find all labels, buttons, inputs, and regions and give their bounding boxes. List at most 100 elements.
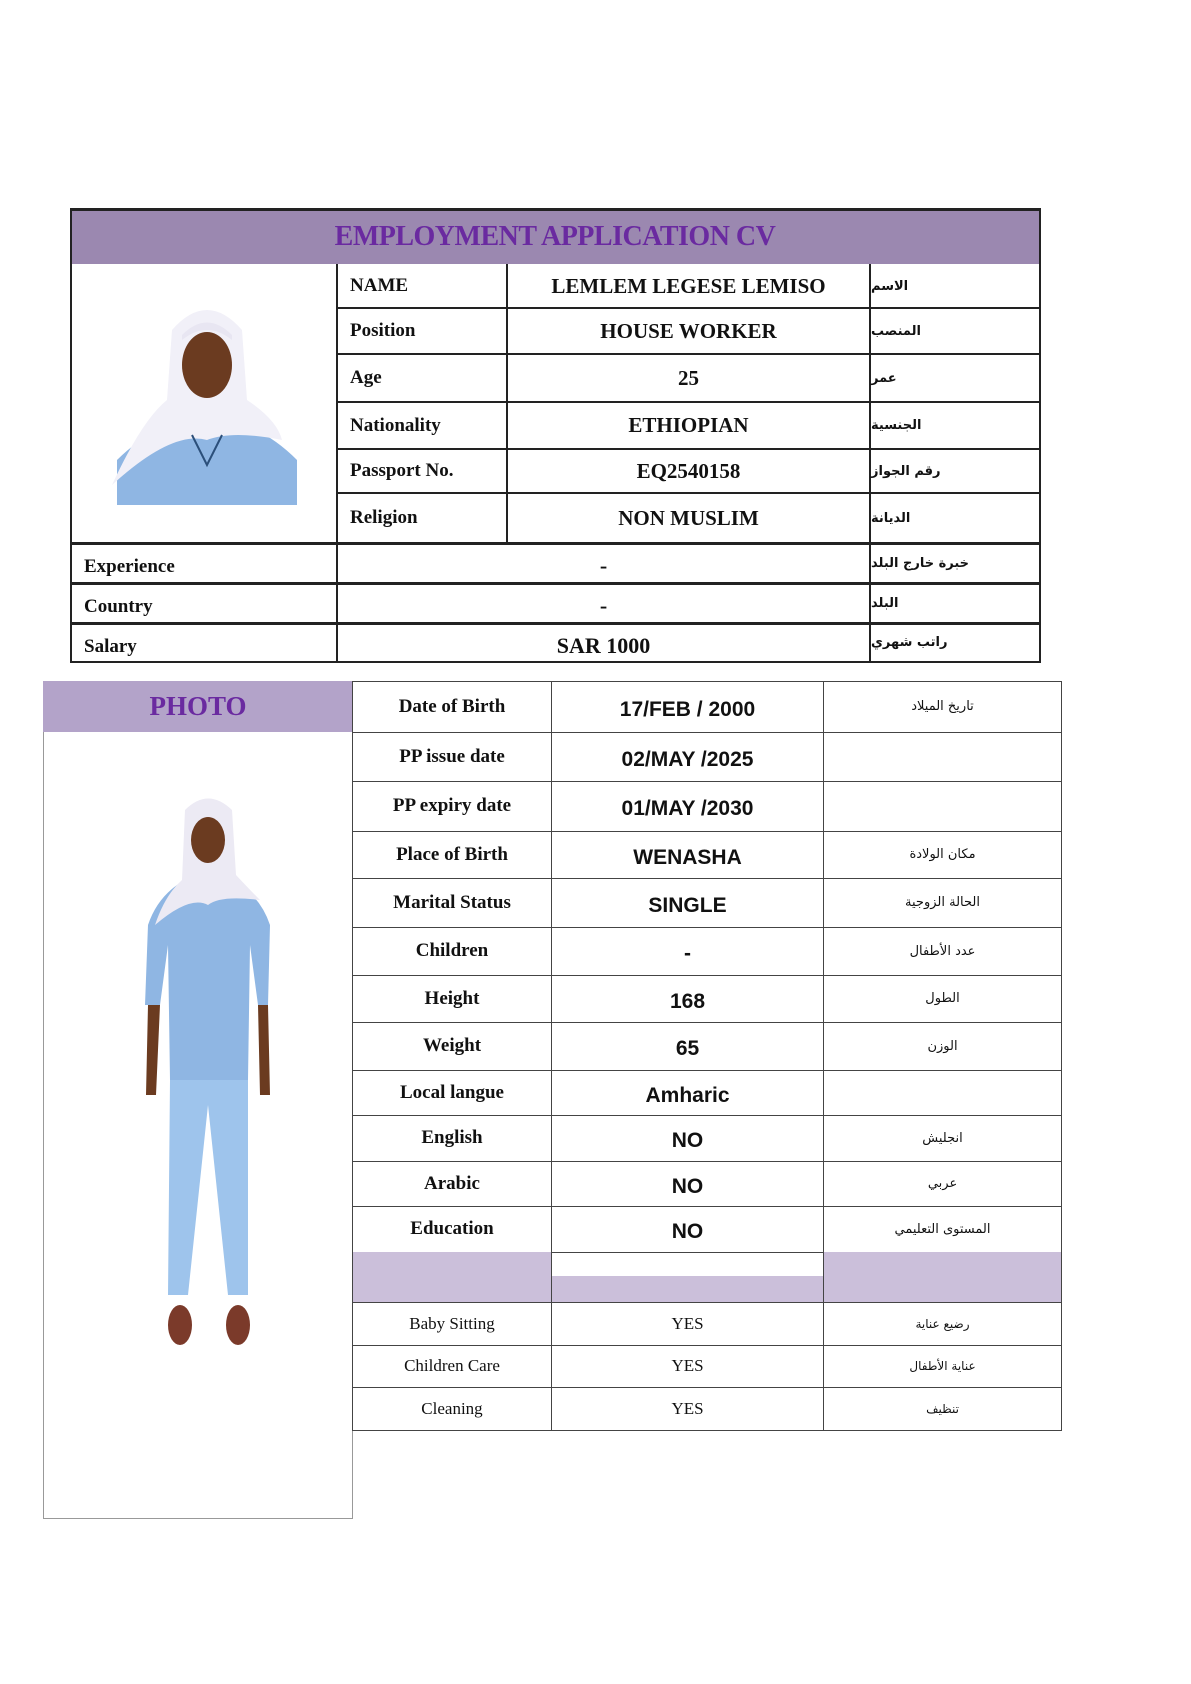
skill-fill [552, 1276, 823, 1302]
detail-arabic: عربي [824, 1161, 1061, 1206]
detail-value-text: NO [671, 1129, 704, 1152]
detail-value: SINGLE [552, 878, 823, 927]
detail-value: 02/MAY /2025 [552, 732, 823, 781]
detail-label: PP issue date [353, 732, 551, 781]
detail-value-text: SINGLE [648, 893, 727, 917]
detail-arabic: عدد الأطفال [824, 927, 1061, 975]
detail-value: 01/MAY /2030 [552, 781, 823, 831]
row-arabic: رقم الجواز [871, 449, 1039, 493]
row-arabic-text: رقم الجواز [871, 463, 941, 479]
row-arabic: راتب شهري [871, 623, 1039, 662]
detail-value-text: 01/MAY /2030 [621, 797, 754, 820]
row-value-text: HOUSE WORKER [600, 318, 777, 343]
detail-value-text: 17/FEB / 2000 [619, 697, 756, 721]
skill-arabic: رضيع عناية [824, 1302, 1061, 1345]
skill-arabic: تنظيف [824, 1387, 1061, 1430]
row-label: NAME [338, 264, 506, 308]
row-label-text: NAME [350, 275, 409, 296]
skill-label: Cleaning [353, 1387, 551, 1430]
row-arabic-text: الاسم [871, 278, 909, 294]
skill-label-text: Children Care [404, 1356, 500, 1375]
skill-value: YES [552, 1345, 823, 1387]
row-arabic: الجنسية [871, 402, 1039, 449]
row-value: ETHIOPIAN [508, 402, 869, 449]
row-label-text: Position [350, 320, 416, 341]
detail-value-text: WENASHA [633, 845, 742, 869]
detail-label: English [353, 1115, 551, 1161]
detail-value-text: 02/MAY /2025 [621, 747, 754, 771]
detail-value-text: NO [671, 1174, 704, 1198]
headshot-photo [112, 300, 302, 505]
skill-value-text: YES [671, 1398, 704, 1418]
detail-label-text: PP expiry date [392, 795, 512, 816]
skill-label: Baby Sitting [353, 1302, 551, 1345]
detail-arabic [824, 1070, 1061, 1115]
row-arabic-text: الديانة [871, 510, 911, 526]
top-table-frame [70, 208, 1041, 663]
row-value-text: EQ2540158 [636, 458, 741, 483]
detail-arabic-text: الطول [925, 991, 960, 1006]
skill-value-text: YES [671, 1356, 704, 1375]
row-label-text: Nationality [350, 414, 441, 436]
row-arabic: البلد [871, 583, 1039, 623]
row-value: - [338, 583, 869, 623]
detail-arabic [824, 781, 1061, 831]
detail-value: 65 [552, 1022, 823, 1070]
skill-arabic-text: عناية الأطفال [909, 1359, 976, 1373]
detail-arabic-text: عدد الأطفال [909, 943, 976, 959]
row-value-text: NON MUSLIM [618, 505, 759, 530]
row-value: 25 [508, 354, 869, 402]
detail-label-text: Education [410, 1218, 494, 1239]
row-value: - [338, 543, 869, 583]
detail-label-text: Children [415, 940, 489, 961]
detail-label-text: English [421, 1127, 483, 1148]
cv-header: EMPLOYMENT APPLICATION CV [70, 209, 1040, 264]
detail-label-text: Height [424, 987, 480, 1009]
detail-label: Local langue [353, 1070, 551, 1115]
detail-label: Weight [353, 1022, 551, 1070]
row-value-text: ETHIOPIAN [628, 413, 749, 437]
skill-heading-bg [353, 1252, 551, 1302]
detail-label: Height [353, 975, 551, 1022]
detail-label: Education [353, 1206, 551, 1252]
row-value: EQ2540158 [508, 449, 869, 493]
detail-arabic: تاريخ الميلاد [824, 681, 1061, 732]
row-value: HOUSE WORKER [508, 308, 869, 354]
detail-label: Place of Birth [353, 831, 551, 878]
photo-heading: PHOTO [43, 681, 353, 732]
row-arabic-text: خبرة خارج البلد [871, 555, 970, 571]
row-arabic-text: راتب شهري [871, 635, 948, 650]
row-value: NON MUSLIM [508, 493, 869, 543]
detail-label-text: Weight [422, 1035, 482, 1056]
skill-arabic-text: رضيع عناية [915, 1316, 970, 1331]
detail-arabic [824, 732, 1061, 781]
detail-value: 17/FEB / 2000 [552, 681, 823, 732]
detail-value-text: NO [671, 1220, 704, 1243]
row-label-text: Age [350, 367, 382, 388]
detail-value: WENASHA [552, 831, 823, 878]
row-label: Age [338, 354, 506, 402]
row-arabic-text: البلد [871, 595, 899, 611]
row-arabic-text: المنصب [871, 323, 921, 339]
detail-value: 168 [552, 975, 823, 1022]
row-arabic-text: عمر [871, 370, 897, 386]
row-label-text: Country [84, 596, 153, 617]
row-label: Nationality [338, 402, 506, 449]
row-arabic: المنصب [871, 308, 1039, 354]
row-value: SAR 1000 [338, 623, 869, 662]
skill-value: YES [552, 1387, 823, 1430]
photo-heading-text: PHOTO [149, 691, 247, 721]
detail-value-text: Amharic [645, 1083, 730, 1107]
detail-arabic-text: الحالة الزوجية [905, 895, 980, 910]
detail-arabic: انجليش [824, 1115, 1061, 1161]
row-arabic: عمر [871, 354, 1039, 402]
row-value-text: - [599, 553, 608, 578]
detail-label: Date of Birth [353, 681, 551, 732]
detail-label-text: Arabic [424, 1172, 480, 1194]
skill-value-text: YES [671, 1313, 704, 1333]
detail-value: Amharic [552, 1070, 823, 1115]
row-arabic: الديانة [871, 493, 1039, 543]
detail-label: Arabic [353, 1161, 551, 1206]
detail-arabic-text: عربي [927, 1176, 958, 1191]
detail-arabic: الحالة الزوجية [824, 878, 1061, 927]
